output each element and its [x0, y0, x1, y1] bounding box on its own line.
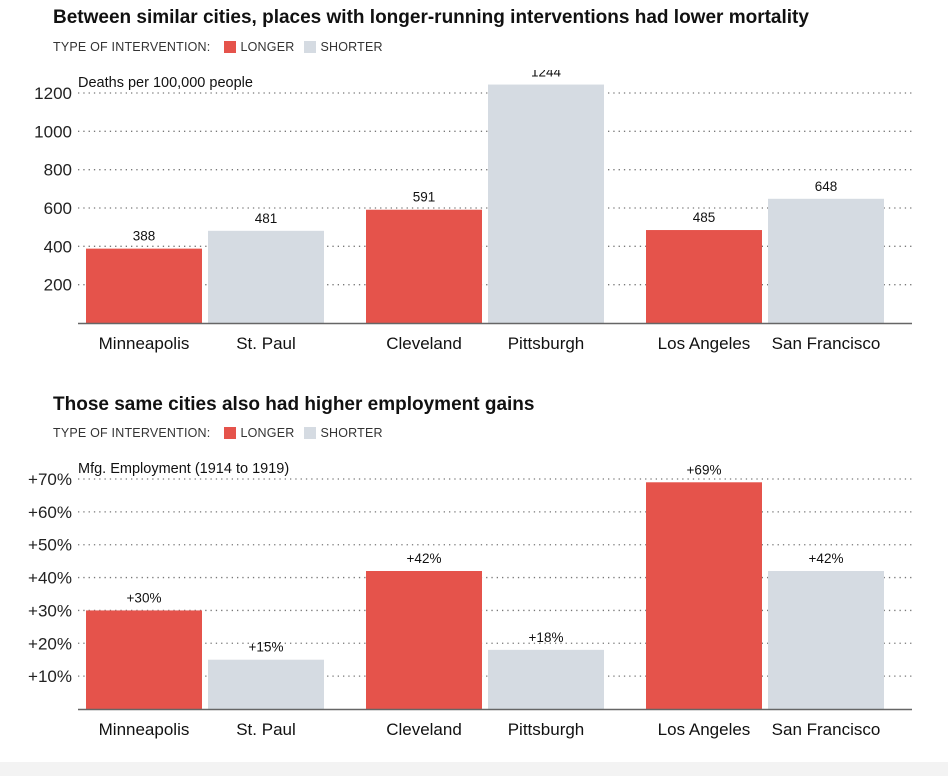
x-category-label: Minneapolis: [99, 334, 190, 353]
bar-value-label: +15%: [249, 640, 284, 655]
x-category-label: St. Paul: [236, 720, 296, 739]
bar: [366, 209, 482, 323]
chart-1-title: Between similar cities, places with long…: [53, 7, 809, 28]
x-category-label: San Francisco: [772, 720, 881, 739]
bar-value-label: 591: [413, 190, 436, 205]
x-category-label: Cleveland: [386, 720, 462, 739]
bar-value-label: 481: [255, 211, 278, 226]
chart-2-employment: Mfg. Employment (1914 to 1919) +10% +20% +3…: [28, 461, 912, 739]
bar: [488, 84, 604, 323]
y-tick-label: 1200: [34, 84, 72, 103]
y-tick-label: 400: [44, 237, 72, 256]
legend-label-shorter: SHORTER: [320, 426, 383, 440]
bar: [646, 482, 762, 709]
bar-value-label: +69%: [687, 462, 722, 477]
bar-value-label: 648: [815, 179, 838, 194]
legend-swatch-shorter: [304, 41, 317, 53]
y-tick-label: 600: [44, 199, 72, 218]
y-tick-label: +50%: [28, 536, 72, 555]
y-axis-label: Deaths per 100,000 people: [78, 75, 253, 91]
x-category-label: Los Angeles: [658, 720, 751, 739]
legend-swatch-shorter: [304, 427, 317, 439]
x-category-label: Cleveland: [386, 334, 462, 353]
bar: [86, 610, 202, 709]
bar-value-label: 388: [133, 229, 156, 244]
bar: [646, 230, 762, 323]
y-tick-label: 800: [44, 161, 72, 180]
bar: [86, 248, 202, 323]
x-category-label: Los Angeles: [658, 334, 751, 353]
legend-label-longer: LONGER: [240, 40, 295, 54]
x-category-label: Minneapolis: [99, 720, 190, 739]
bar-value-label: +42%: [809, 551, 844, 566]
x-category-label: St. Paul: [236, 334, 296, 353]
y-axis-label: Mfg. Employment (1914 to 1919): [78, 461, 289, 477]
bar: [488, 649, 604, 709]
legend-label-shorter: SHORTER: [320, 40, 383, 54]
chart-1-mortality: Deaths per 100,000 people 200 400 600 800 100…: [34, 70, 912, 353]
x-category-label: Pittsburgh: [508, 334, 585, 353]
legend-label-longer: LONGER: [240, 426, 295, 440]
bar-value-label: +42%: [407, 551, 442, 566]
y-tick-label: +20%: [28, 634, 72, 653]
bar: [208, 230, 324, 323]
bar-value-label: +18%: [529, 630, 564, 645]
bar: [366, 571, 482, 709]
legend-swatch-longer: [224, 427, 237, 439]
legend-prefix: TYPE OF INTERVENTION:: [53, 40, 211, 54]
x-category-label: Pittsburgh: [508, 720, 585, 739]
y-tick-label: +70%: [28, 470, 72, 489]
bar: [768, 571, 884, 709]
chart-1-legend: TYPE OF INTERVENTION: LONGER SHORTER: [53, 40, 383, 54]
footer-band: [0, 762, 948, 776]
bar: [208, 659, 324, 709]
bar: [768, 198, 884, 323]
bar-value-label: 1244: [531, 70, 562, 80]
x-category-label: San Francisco: [772, 334, 881, 353]
legend-swatch-longer: [224, 41, 237, 53]
bar-value-label: 485: [693, 210, 716, 225]
y-tick-label: 1000: [34, 122, 72, 141]
y-tick-label: +40%: [28, 569, 72, 588]
y-tick-label: 200: [44, 276, 72, 295]
y-tick-label: +30%: [28, 601, 72, 620]
bar-value-label: +30%: [127, 590, 162, 605]
legend-prefix: TYPE OF INTERVENTION:: [53, 426, 211, 440]
y-tick-label: +60%: [28, 503, 72, 522]
y-tick-label: +10%: [28, 667, 72, 686]
chart-2-legend: TYPE OF INTERVENTION: LONGER SHORTER: [53, 426, 383, 440]
chart-2-title: Those same cities also had higher employ…: [53, 394, 535, 415]
